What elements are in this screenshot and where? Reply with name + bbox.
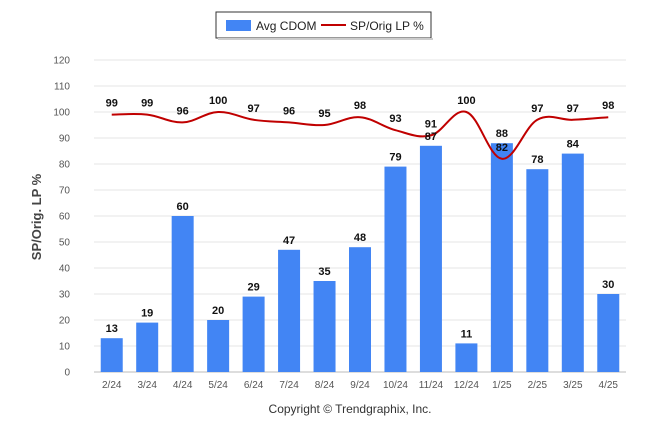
line-value-label: 99 bbox=[106, 98, 118, 110]
bar-avg-cdom[interactable] bbox=[100, 338, 123, 372]
y-tick-label: 100 bbox=[53, 108, 70, 119]
y-axis-title: SP/Orig. LP % bbox=[29, 173, 44, 260]
x-tick-label: 3/24 bbox=[137, 380, 157, 391]
x-tick-label: 8/24 bbox=[315, 380, 335, 391]
x-tick-label: 2/24 bbox=[102, 380, 122, 391]
x-tick-label: 12/24 bbox=[454, 380, 479, 391]
x-tick-label: 3/25 bbox=[563, 380, 583, 391]
line-value-label: 100 bbox=[209, 95, 227, 107]
bar-value-label: 29 bbox=[247, 282, 259, 294]
line-value-label: 99 bbox=[141, 98, 153, 110]
bar-value-label: 87 bbox=[425, 131, 437, 143]
bar-avg-cdom[interactable] bbox=[526, 169, 549, 372]
bar-value-label: 84 bbox=[567, 139, 580, 151]
bar-value-label: 88 bbox=[496, 128, 508, 140]
bar-value-label: 60 bbox=[177, 201, 189, 213]
legend-swatch-avg-cdom bbox=[226, 20, 251, 31]
bar-avg-cdom[interactable] bbox=[419, 145, 442, 372]
line-value-label: 91 bbox=[425, 118, 437, 130]
bar-avg-cdom[interactable] bbox=[384, 166, 407, 372]
line-value-label: 97 bbox=[247, 103, 259, 115]
x-tick-label: 1/25 bbox=[492, 380, 512, 391]
line-value-label: 97 bbox=[531, 103, 543, 115]
bar-avg-cdom[interactable] bbox=[349, 247, 371, 372]
bar-value-label: 78 bbox=[531, 154, 543, 166]
copyright-footer: Copyright © Trendgraphix, Inc. bbox=[269, 402, 432, 416]
line-value-label: 82 bbox=[496, 142, 508, 154]
line-value-label: 96 bbox=[177, 105, 189, 117]
legend-box-shadow bbox=[218, 38, 433, 40]
y-tick-label: 20 bbox=[59, 316, 71, 327]
legend-label-avg-cdom: Avg CDOM bbox=[256, 19, 316, 33]
bar-avg-cdom[interactable] bbox=[278, 249, 301, 372]
bar-avg-cdom[interactable] bbox=[490, 143, 513, 372]
line-series-sp-orig-lp bbox=[111, 110, 609, 160]
x-tick-label: 4/24 bbox=[173, 380, 193, 391]
bar-value-label: 48 bbox=[354, 232, 366, 244]
line-value-label: 96 bbox=[283, 105, 295, 117]
bar-value-label: 11 bbox=[461, 328, 473, 340]
x-tick-label: 9/24 bbox=[350, 380, 370, 391]
bar-avg-cdom[interactable] bbox=[171, 216, 194, 372]
y-tick-label: 30 bbox=[59, 290, 71, 301]
y-tick-label: 120 bbox=[53, 56, 70, 67]
y-tick-label: 0 bbox=[64, 368, 70, 379]
bar-value-label: 13 bbox=[106, 323, 118, 335]
legend-label-sp-orig-lp: SP/Orig LP % bbox=[350, 19, 424, 33]
bar-value-label: 79 bbox=[389, 152, 401, 164]
bar-value-label: 47 bbox=[283, 235, 295, 247]
legend[interactable]: Avg CDOM SP/Orig LP % bbox=[215, 11, 433, 40]
y-tick-label: 70 bbox=[59, 186, 71, 197]
x-tick-label: 6/24 bbox=[244, 380, 264, 391]
y-tick-label: 10 bbox=[59, 342, 71, 353]
line-sp-orig-lp[interactable] bbox=[111, 110, 609, 160]
line-value-label: 100 bbox=[457, 95, 475, 107]
y-tick-label: 40 bbox=[59, 264, 71, 275]
bar-avg-cdom[interactable] bbox=[561, 153, 584, 372]
y-tick-label: 60 bbox=[59, 212, 71, 223]
x-tick-label: 2/25 bbox=[528, 380, 548, 391]
x-axis-ticks: 2/24 3/24 4/24 5/24 6/24 7/24 8/24 9/24 10/24 11/… bbox=[102, 380, 618, 391]
bar-value-label: 35 bbox=[318, 266, 330, 278]
bar-value-label: 20 bbox=[212, 305, 224, 317]
line-value-label: 95 bbox=[318, 108, 330, 120]
bar-series-avg-cdom bbox=[100, 143, 620, 372]
y-tick-label: 110 bbox=[54, 82, 70, 93]
bar-avg-cdom[interactable] bbox=[597, 294, 620, 372]
bar-avg-cdom[interactable] bbox=[242, 296, 265, 372]
x-tick-label: 7/24 bbox=[279, 380, 299, 391]
x-tick-label: 5/24 bbox=[208, 380, 228, 391]
line-value-label: 93 bbox=[389, 113, 401, 125]
y-tick-label: 80 bbox=[59, 160, 71, 171]
data-labels: 13 19 60 20 29 47 35 48 79 87 11 88 78 84 30 99 99 96 100 9… bbox=[106, 95, 615, 340]
x-tick-label: 11/24 bbox=[419, 380, 444, 391]
y-tick-label: 90 bbox=[59, 134, 71, 145]
bar-value-label: 19 bbox=[141, 308, 153, 320]
y-tick-label: 50 bbox=[59, 238, 71, 249]
line-value-label: 98 bbox=[354, 100, 366, 112]
x-tick-label: 4/25 bbox=[599, 380, 619, 391]
x-tick-label: 10/24 bbox=[383, 380, 408, 391]
bar-avg-cdom[interactable] bbox=[455, 343, 478, 372]
bar-avg-cdom[interactable] bbox=[313, 281, 336, 372]
line-value-label: 98 bbox=[602, 100, 614, 112]
line-value-label: 97 bbox=[567, 103, 579, 115]
bar-avg-cdom[interactable] bbox=[136, 322, 159, 372]
y-axis-ticks: 0 10 20 30 40 50 60 70 80 90 100 110 120 bbox=[53, 56, 70, 379]
bar-avg-cdom[interactable] bbox=[207, 320, 230, 372]
bar-value-label: 30 bbox=[602, 279, 614, 291]
